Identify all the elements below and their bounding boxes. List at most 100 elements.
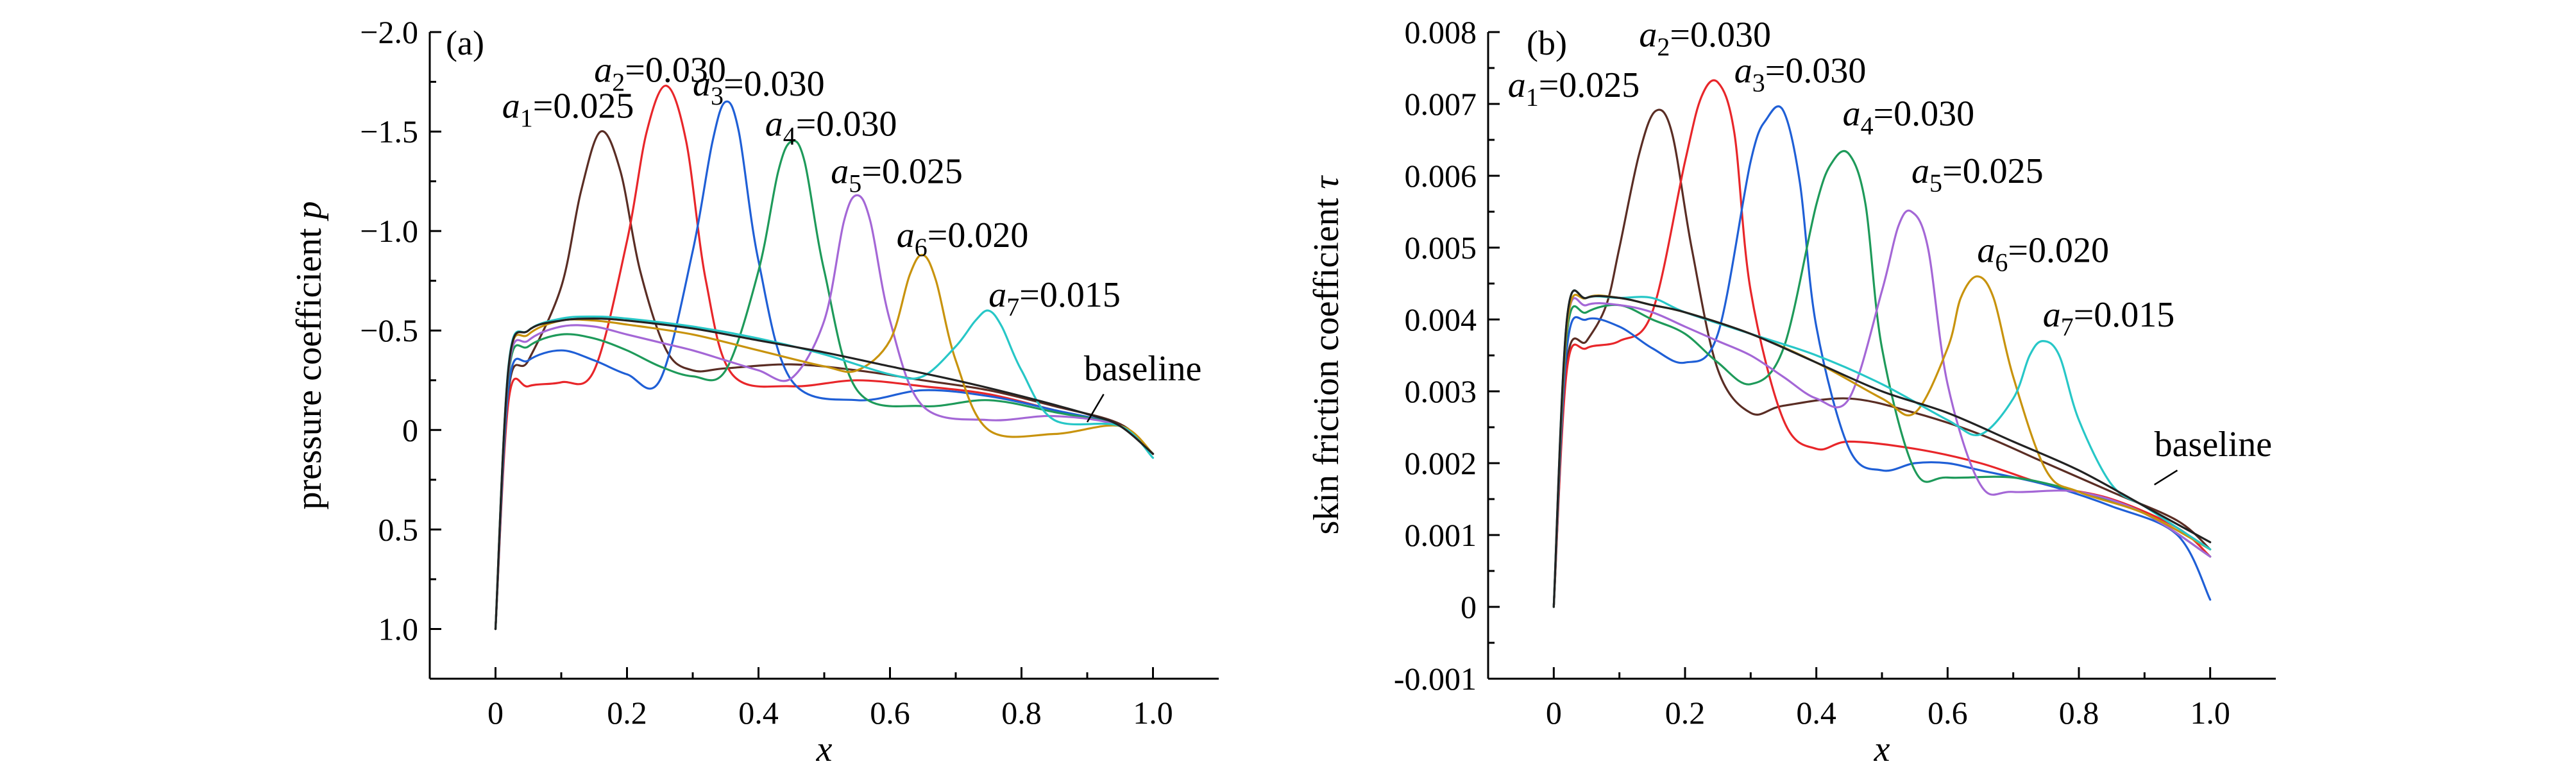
panel-label: (b) <box>1527 24 1567 62</box>
amplitude-label-4: a4=0.030 <box>1843 94 1975 140</box>
y-tick-label: 0 <box>402 412 418 448</box>
x-tick-label: 0.2 <box>1665 695 1706 731</box>
x-tick-label: 0.6 <box>1928 695 1968 731</box>
x-tick-label: 0.2 <box>607 695 647 731</box>
amplitude-value: =0.030 <box>1670 15 1771 55</box>
x-tick-label: 0.4 <box>1796 695 1836 731</box>
series-line-baseline <box>494 318 1155 631</box>
amplitude-symbol: a <box>1911 151 1929 191</box>
baseline-leader-line <box>1086 393 1105 423</box>
x-axis-title: x <box>1874 729 1890 769</box>
y-tick-label: 0.003 <box>1405 373 1477 409</box>
x-tick-label: 0 <box>487 695 504 731</box>
amplitude-symbol: a <box>693 64 711 104</box>
series-line-a1 <box>494 130 1155 631</box>
amplitude-subscript: 7 <box>1006 293 1019 321</box>
series-line-baseline <box>1552 289 2212 608</box>
y-tick-label: 0.007 <box>1405 86 1477 122</box>
amplitude-label-1: a1=0.025 <box>502 86 634 132</box>
amplitude-value: =0.015 <box>1019 275 1121 315</box>
amplitude-symbol: a <box>1734 51 1752 90</box>
amplitude-label-5: a5=0.025 <box>1911 151 2044 198</box>
amplitude-label-3: a3=0.030 <box>1734 51 1867 97</box>
amplitude-value: =0.030 <box>724 64 825 104</box>
amplitude-subscript: 1 <box>520 103 533 132</box>
y-tick-label: 0.005 <box>1405 230 1477 266</box>
baseline-label: baseline <box>1084 349 1201 389</box>
amplitude-value: =0.030 <box>1874 94 1975 134</box>
series-line-a7 <box>494 309 1155 631</box>
amplitude-label-6: a6=0.020 <box>1977 230 2109 276</box>
amplitude-symbol: a <box>831 152 849 192</box>
amplitude-label-3: a3=0.030 <box>693 64 825 110</box>
baseline-label: baseline <box>2155 425 2272 464</box>
x-tick-label: 0.8 <box>2059 695 2099 731</box>
y-tick-label: 0.008 <box>1405 14 1477 50</box>
y-tick-label: −0.5 <box>360 312 418 348</box>
y-tick-label: 0.002 <box>1405 445 1477 481</box>
y-axis-title-symbol: p <box>289 201 329 222</box>
amplitude-subscript: 5 <box>1929 169 1942 198</box>
x-tick-label: 0.8 <box>1001 695 1042 731</box>
amplitude-symbol: a <box>897 216 915 255</box>
amplitude-label-2: a2=0.030 <box>1639 15 1771 61</box>
baseline-leader-line <box>2154 470 2178 486</box>
y-tick-label: −1.5 <box>360 114 418 149</box>
amplitude-value: =0.030 <box>1765 51 1867 90</box>
amplitude-value: =0.020 <box>2008 230 2109 270</box>
amplitude-label-7: a7=0.015 <box>2043 295 2175 341</box>
panel-label: (a) <box>446 24 484 62</box>
amplitude-label-2: a2=0.030 <box>594 51 726 97</box>
amplitude-value: =0.015 <box>2074 295 2175 335</box>
y-tick-label: −1.0 <box>360 213 418 249</box>
amplitude-symbol: a <box>594 51 612 90</box>
amplitude-symbol: a <box>765 104 783 144</box>
series-line-a7 <box>1552 289 2212 608</box>
series-line-a4 <box>494 140 1155 631</box>
amplitude-value: =0.030 <box>796 104 897 144</box>
y-axis-title: pressure coefficient p <box>289 201 329 510</box>
x-tick-label: 1.0 <box>1133 695 1173 731</box>
series-line-a3 <box>1552 105 2212 608</box>
y-tick-label: -0.001 <box>1394 661 1477 697</box>
amplitude-subscript: 4 <box>783 121 796 150</box>
y-tick-label: 0.006 <box>1405 158 1477 194</box>
amplitude-label-6: a6=0.020 <box>897 216 1029 262</box>
amplitude-subscript: 6 <box>1995 248 2008 276</box>
amplitude-symbol: a <box>1508 65 1526 105</box>
series-line-a2 <box>494 85 1155 631</box>
y-axis-title: skin friction coefficient τ <box>1307 175 1346 535</box>
amplitude-value: =0.025 <box>533 86 634 126</box>
amplitude-subscript: 2 <box>612 68 625 97</box>
series-line-a3 <box>494 100 1155 631</box>
x-axis-title: x <box>816 729 833 769</box>
x-tick-label: 0.6 <box>870 695 910 731</box>
series-line-a5 <box>1552 209 2212 608</box>
y-tick-label: −2.0 <box>360 14 418 50</box>
amplitude-subscript: 6 <box>915 233 928 262</box>
amplitude-symbol: a <box>502 86 520 126</box>
amplitude-subscript: 3 <box>711 81 724 110</box>
amplitude-subscript: 2 <box>1657 32 1670 61</box>
panel-a-chart: 0 0.2 0.4 0.6 0.8 1.0 −2.0 −1.5 −1.0 −0.5 0 0.5 1.0 x… <box>289 14 1219 769</box>
y-tick-label: 0.001 <box>1405 517 1477 553</box>
y-axis-title-symbol: τ <box>1307 175 1346 189</box>
amplitude-subscript: 4 <box>1861 112 1874 140</box>
amplitude-symbol: a <box>1639 15 1657 55</box>
amplitude-symbol: a <box>988 275 1006 315</box>
series-line-a1 <box>1552 108 2212 608</box>
amplitude-symbol: a <box>1977 230 1995 270</box>
amplitude-subscript: 1 <box>1526 83 1539 112</box>
amplitude-subscript: 3 <box>1752 68 1765 97</box>
x-tick-label: 0.4 <box>738 695 779 731</box>
amplitude-label-7: a7=0.015 <box>988 275 1121 321</box>
amplitude-value: =0.025 <box>1539 65 1640 105</box>
panel-b-chart: 0 0.2 0.4 0.6 0.8 1.0 -0.001 0 0.001 0.002 0.003 0.… <box>1307 14 2276 769</box>
y-axis-title-text: pressure coefficient <box>289 219 329 510</box>
amplitude-label-1: a1=0.025 <box>1508 65 1640 112</box>
amplitude-value: =0.025 <box>861 152 963 192</box>
series-line-a4 <box>1552 149 2212 608</box>
x-tick-label: 0 <box>1546 695 1562 731</box>
y-tick-label: 0.5 <box>378 511 419 547</box>
